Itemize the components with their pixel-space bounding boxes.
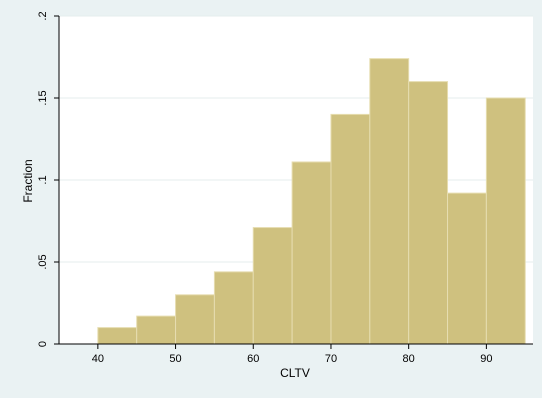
histogram-bar (485, 97, 526, 345)
x-axis-title: CLTV (280, 366, 310, 380)
x-tick-label: 50 (169, 353, 181, 365)
y-axis-title: Fraction (21, 159, 35, 202)
y-tick-label: .2 (37, 11, 49, 20)
histogram-bar (175, 294, 215, 345)
histogram-bar (447, 192, 487, 345)
x-tick-label: 40 (92, 353, 104, 365)
y-tick-label: .1 (37, 175, 49, 184)
histogram-bar (213, 271, 254, 345)
y-tick-label: 0 (37, 341, 49, 347)
histogram-bar (408, 81, 449, 345)
x-tick-label: 80 (403, 353, 415, 365)
histogram-bar (252, 227, 293, 345)
histogram-bars (97, 58, 526, 345)
axes: 0 .05 .1 .15 .2 40 50 60 70 80 90 (37, 11, 533, 365)
histogram-bar (291, 161, 332, 345)
x-tick-label: 60 (247, 353, 259, 365)
y-tick-label: .05 (37, 254, 49, 269)
histogram-bar (136, 315, 177, 345)
histogram-bar (369, 58, 410, 345)
x-tick-label: 90 (480, 353, 492, 365)
x-tick-label: 70 (325, 353, 337, 365)
histogram-bar (330, 113, 371, 345)
y-tick-label: .15 (37, 90, 49, 105)
histogram-bar (97, 327, 138, 345)
